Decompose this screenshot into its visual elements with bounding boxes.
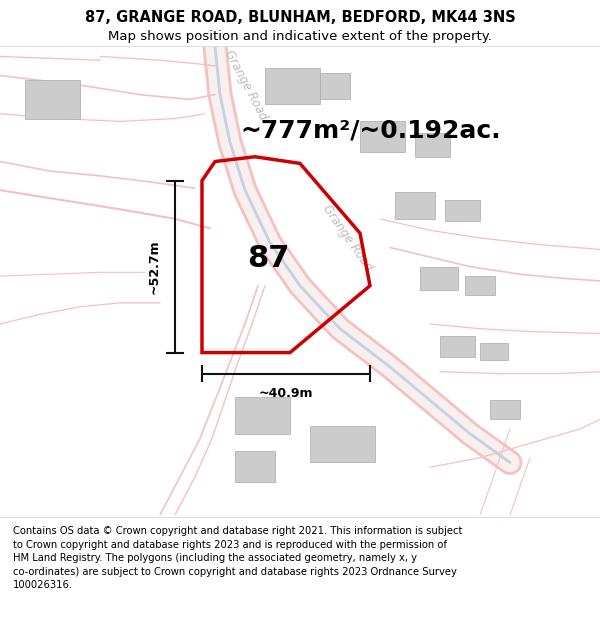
Text: ~777m²/~0.192ac.: ~777m²/~0.192ac. [240, 118, 500, 142]
Bar [445, 200, 480, 221]
Bar [480, 343, 508, 360]
Text: 87, GRANGE ROAD, BLUNHAM, BEDFORD, MK44 3NS: 87, GRANGE ROAD, BLUNHAM, BEDFORD, MK44 … [85, 10, 515, 25]
Bar [25, 80, 80, 119]
Bar [490, 401, 520, 419]
Bar [265, 68, 320, 104]
Bar [310, 426, 375, 462]
Bar [320, 72, 350, 99]
Text: Contains OS data © Crown copyright and database right 2021. This information is : Contains OS data © Crown copyright and d… [13, 526, 463, 591]
Bar [420, 267, 458, 291]
Bar [440, 336, 475, 357]
Text: 87: 87 [247, 244, 289, 274]
Text: Grange Road: Grange Road [320, 202, 375, 273]
Text: Map shows position and indicative extent of the property.: Map shows position and indicative extent… [108, 31, 492, 44]
Bar [415, 133, 450, 157]
Bar [395, 192, 435, 219]
Bar [465, 276, 495, 295]
Bar [235, 398, 290, 434]
Text: Grange Road: Grange Road [222, 48, 270, 122]
Bar [235, 451, 275, 481]
Text: ~52.7m: ~52.7m [148, 239, 161, 294]
Bar [360, 121, 405, 152]
Text: ~40.9m: ~40.9m [259, 387, 313, 400]
